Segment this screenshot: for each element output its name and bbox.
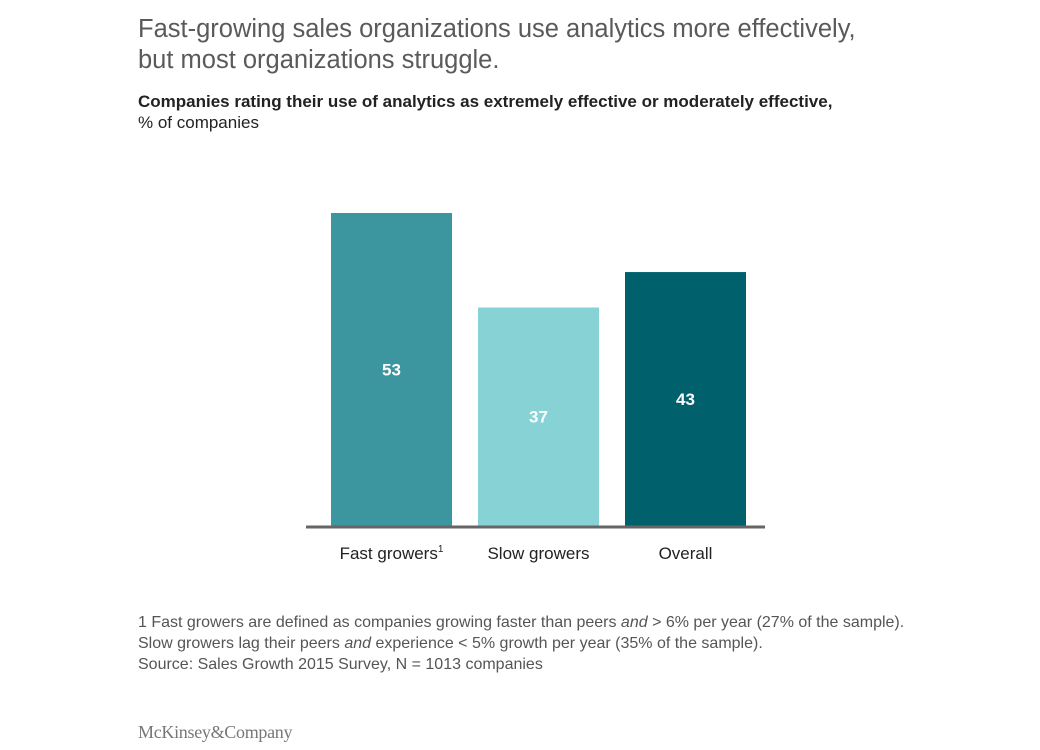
footnote-emphasis: and <box>344 635 372 652</box>
bar-1 <box>478 307 599 526</box>
source-note: Source: Sales Growth 2015 Survey, N = 10… <box>138 656 543 673</box>
footnote-marker: 1 <box>438 544 444 555</box>
data-label: 43 <box>676 390 695 409</box>
footnote: 1 Fast growers are defined as companies … <box>138 612 938 675</box>
footnote-text: > 6% per year (27% of the sample). Slow … <box>138 614 905 652</box>
bar-0 <box>331 213 452 526</box>
bar-2 <box>625 272 746 526</box>
chart-title: Fast-growing sales organizations use ana… <box>138 15 856 74</box>
subtitle-main: Companies rating their use of analytics … <box>138 92 833 111</box>
footnote-text: experience < 5% growth per year (35% of … <box>371 635 763 652</box>
data-label: 37 <box>529 408 548 427</box>
category-label: Overall <box>659 544 713 563</box>
category-label: Fast growers1 <box>340 544 444 563</box>
footnote-emphasis: and <box>620 614 648 631</box>
chart-subtitle: Companies rating their use of analytics … <box>138 91 958 133</box>
subtitle-unit: % of companies <box>138 113 259 132</box>
footnote-text: 1 Fast growers are defined as companies … <box>138 614 621 631</box>
category-label: Slow growers <box>487 544 589 563</box>
bar-chart: 53 Fast growers1 37 Slow growers 43 Overall <box>306 213 765 563</box>
data-label: 53 <box>382 361 401 380</box>
mckinsey-logo: McKinsey&Company <box>138 722 293 742</box>
